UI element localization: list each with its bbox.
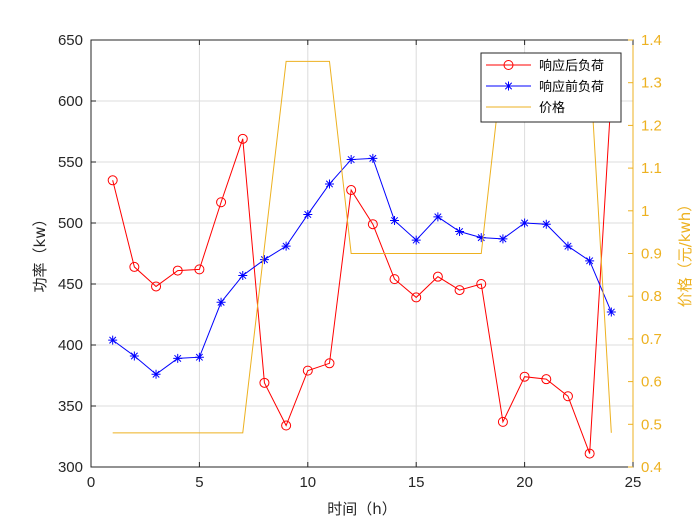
y-axis-label: 功率（kw） — [31, 212, 49, 293]
data-point-0 — [519, 371, 530, 382]
x-tick-label: 0 — [87, 474, 95, 491]
data-point-0 — [259, 377, 270, 388]
y2-axis-label: 价格（元/kwh） — [676, 197, 694, 308]
y2-tick-label: 0.5 — [641, 416, 662, 433]
y2-tick-label: 1.3 — [641, 75, 662, 92]
data-point-0 — [216, 197, 227, 208]
x-tick-label: 15 — [408, 474, 425, 491]
legend-label: 响应前负荷 — [539, 79, 604, 95]
data-point-1 — [238, 270, 248, 280]
data-point-0 — [302, 365, 313, 376]
data-point-0 — [389, 274, 400, 285]
data-point-1 — [324, 179, 334, 189]
y-tick-label: 550 — [58, 154, 83, 171]
legend-marker — [503, 60, 514, 70]
data-point-0 — [454, 285, 465, 296]
x-axis-label: 时间（h） — [327, 500, 397, 518]
data-point-0 — [107, 175, 118, 186]
data-point-0 — [237, 133, 248, 144]
data-point-1 — [563, 241, 573, 251]
y-tick-label: 650 — [58, 32, 83, 49]
legend-marker — [504, 81, 513, 91]
data-point-1 — [455, 227, 465, 237]
y2-tick-label: 1.2 — [641, 117, 662, 134]
y2-tick-label: 0.8 — [641, 288, 662, 305]
x-tick-label: 5 — [195, 474, 203, 491]
data-point-1 — [303, 209, 313, 219]
data-point-1 — [346, 155, 356, 165]
data-point-1 — [151, 369, 161, 379]
data-point-1 — [390, 216, 400, 226]
data-point-1 — [541, 219, 551, 229]
x-tick-label: 25 — [625, 474, 642, 491]
data-point-1 — [520, 218, 530, 228]
data-point-1 — [259, 255, 269, 265]
data-point-1 — [411, 235, 421, 245]
data-point-0 — [541, 374, 552, 385]
data-point-1 — [194, 352, 204, 362]
y2-tick-label: 0.7 — [641, 331, 662, 348]
legend-label: 响应后负荷 — [539, 58, 604, 74]
y-tick-label: 500 — [58, 215, 83, 232]
y2-tick-label: 1.1 — [641, 160, 662, 177]
data-point-1 — [368, 153, 378, 163]
data-point-1 — [476, 233, 486, 243]
series-line-0 — [112, 93, 612, 454]
y2-tick-label: 0.4 — [641, 459, 662, 476]
data-point-0 — [151, 281, 162, 292]
data-point-0 — [584, 448, 595, 459]
data-point-1 — [173, 353, 183, 363]
data-point-1 — [433, 212, 443, 222]
y-tick-label: 300 — [58, 459, 83, 476]
data-point-1 — [585, 256, 595, 266]
data-point-0 — [562, 391, 573, 402]
data-point-0 — [172, 265, 183, 276]
y-tick-label: 350 — [58, 398, 83, 415]
y2-tick-label: 0.9 — [641, 246, 662, 263]
data-point-0 — [281, 420, 292, 431]
data-point-0 — [367, 219, 378, 230]
x-tick-label: 20 — [516, 474, 533, 491]
legend-label: 价格 — [539, 100, 565, 116]
data-point-0 — [476, 279, 487, 289]
y-tick-label: 400 — [58, 337, 83, 354]
data-point-0 — [411, 292, 422, 303]
data-point-0 — [129, 261, 140, 272]
data-point-0 — [346, 185, 357, 196]
data-point-1 — [281, 241, 291, 251]
data-point-0 — [324, 358, 335, 369]
data-point-0 — [194, 264, 205, 275]
y-tick-label: 600 — [58, 93, 83, 110]
y2-tick-label: 1.4 — [641, 32, 662, 49]
x-tick-label: 10 — [299, 474, 316, 491]
data-point-1 — [498, 234, 508, 244]
data-point-1 — [108, 335, 118, 345]
data-point-1 — [216, 297, 226, 307]
data-point-0 — [432, 271, 443, 282]
y2-tick-label: 1 — [641, 203, 649, 220]
series-line-1 — [112, 157, 612, 375]
data-point-1 — [129, 351, 139, 361]
y2-tick-label: 0.6 — [641, 374, 662, 391]
axes: 0 5 10 15 20 25 300 350 400 450 500 550 600 650 0.4 0.5… — [58, 32, 662, 491]
data-point-1 — [606, 307, 616, 317]
y-tick-label: 450 — [58, 276, 83, 293]
data-point-0 — [497, 416, 508, 427]
